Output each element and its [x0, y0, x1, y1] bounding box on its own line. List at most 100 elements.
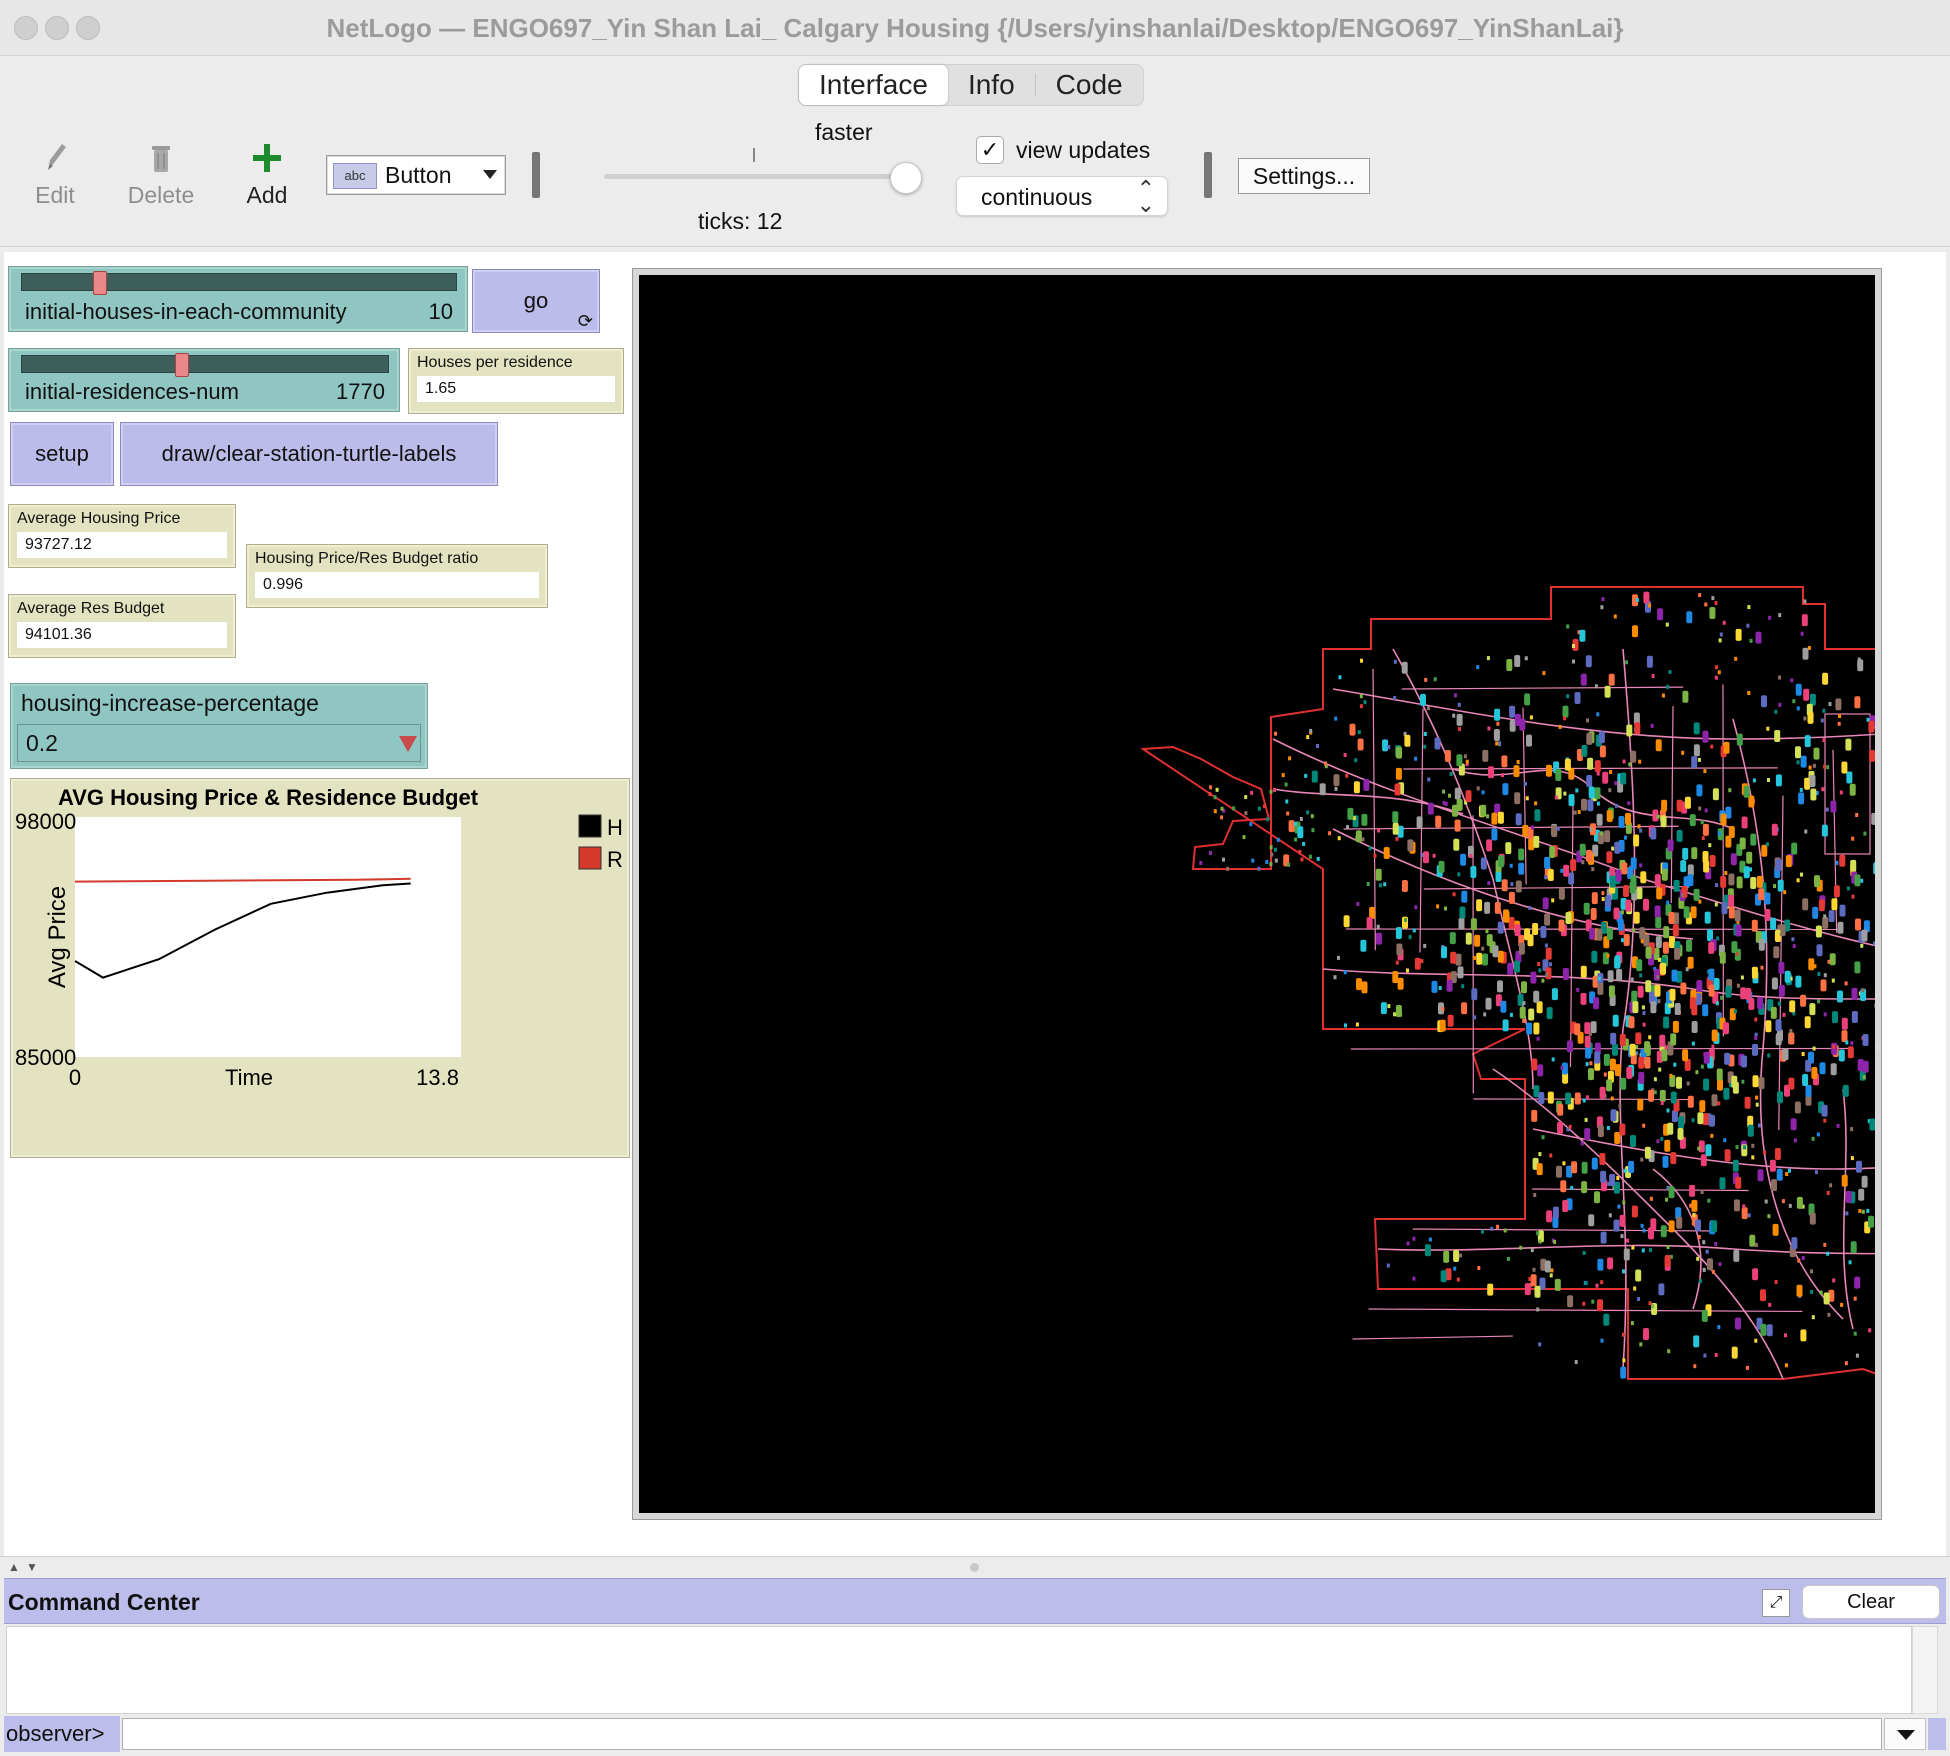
house-turtle [1537, 962, 1541, 966]
slider-thumb[interactable] [175, 353, 189, 377]
splitter-handle[interactable] [970, 1563, 979, 1572]
slider-track[interactable] [21, 273, 457, 291]
speed-slider-thumb[interactable] [890, 162, 922, 194]
residence-turtle [1558, 919, 1565, 932]
residence-turtle [1770, 917, 1777, 930]
house-turtle [1868, 1328, 1872, 1333]
house-turtle [1823, 1012, 1827, 1017]
house-turtle [1294, 837, 1298, 842]
house-turtle [1262, 804, 1266, 809]
close-window-button[interactable] [14, 16, 38, 40]
tab-interface[interactable]: Interface [799, 65, 948, 105]
delete-button[interactable]: Delete [116, 138, 206, 209]
house-turtle [1622, 759, 1626, 764]
interface-panel: initial-houses-in-each-community 10 go ⟳… [4, 252, 1946, 1556]
residence-turtle [1620, 772, 1627, 785]
residence-turtle [1654, 905, 1661, 918]
house-turtle [1591, 1299, 1595, 1304]
house-turtle [1800, 872, 1803, 877]
go-button[interactable]: go ⟳ [472, 269, 600, 333]
speed-slider-track[interactable] [604, 174, 904, 179]
residence-turtle [1502, 783, 1509, 796]
residence-turtle [1544, 856, 1551, 869]
house-turtle [1790, 678, 1794, 683]
widget-type-select[interactable]: abc Button [326, 155, 506, 195]
world-view[interactable] [639, 275, 1875, 1513]
house-turtle [1562, 1161, 1566, 1166]
settings-button[interactable]: Settings... [1238, 158, 1370, 194]
chooser-value[interactable]: 0.2 [17, 724, 421, 762]
triangle-down-icon[interactable]: ▼ [26, 1560, 38, 1574]
residence-turtle [1788, 1077, 1795, 1090]
residence-turtle [1600, 1231, 1607, 1244]
house-turtle [1566, 1127, 1570, 1132]
residence-turtle [1689, 1184, 1696, 1197]
clear-button[interactable]: Clear [1802, 1585, 1940, 1619]
draw-clear-labels-button[interactable]: draw/clear-station-turtle-labels [120, 422, 498, 486]
road-line [1619, 648, 1636, 1370]
residence-turtle [1672, 924, 1679, 937]
house-turtle [1607, 1181, 1611, 1186]
slider-thumb[interactable] [93, 271, 107, 295]
house-turtle [1507, 1256, 1510, 1261]
window-title: NetLogo — ENGO697_Yin Shan Lai_ Calgary … [326, 13, 1624, 43]
slider-track[interactable] [21, 355, 389, 373]
residence-turtle [1779, 924, 1786, 937]
house-turtle [1536, 1307, 1540, 1312]
residence-turtle [1671, 1110, 1678, 1123]
command-output[interactable] [6, 1626, 1912, 1714]
residence-turtle [1697, 1112, 1704, 1125]
residence-turtle [1724, 1052, 1731, 1065]
zoom-window-button[interactable] [76, 16, 100, 40]
initial-houses-slider[interactable]: initial-houses-in-each-community 10 [8, 266, 468, 332]
house-turtle [1226, 866, 1230, 871]
map-layer [1139, 586, 1875, 1380]
command-input[interactable] [122, 1718, 1882, 1750]
house-turtle [1768, 1302, 1772, 1307]
house-turtle [1816, 1132, 1820, 1137]
residence-turtle [1847, 1046, 1854, 1059]
command-output-scrollbar[interactable] [1912, 1626, 1938, 1714]
tab-code[interactable]: Code [1055, 69, 1123, 100]
house-turtle [1639, 863, 1643, 868]
residence-turtle [1454, 787, 1461, 800]
edit-label: Edit [35, 182, 75, 208]
community-boundary [1522, 707, 1527, 885]
residence-turtle [1453, 1250, 1460, 1262]
residence-turtle [1597, 1258, 1604, 1271]
residence-turtle [1392, 822, 1399, 835]
house-turtle [1457, 872, 1461, 877]
residence-turtle [1684, 1058, 1691, 1071]
house-turtle [1523, 781, 1527, 786]
house-turtle [1698, 593, 1702, 598]
observer-prompt[interactable]: observer> [4, 1716, 120, 1752]
edit-button[interactable]: Edit [10, 138, 100, 209]
initial-residences-slider[interactable]: initial-residences-num 1770 [8, 348, 400, 412]
panel-splitter[interactable]: ▲ ▼ [0, 1556, 1950, 1576]
view-updates-checkbox[interactable]: ✓ [976, 136, 1004, 164]
residence-turtle [1482, 953, 1488, 966]
housing-increase-chooser[interactable]: housing-increase-percentage 0.2 [10, 683, 428, 769]
residence-turtle [1752, 1043, 1758, 1056]
residence-turtle [1854, 1276, 1861, 1289]
residence-turtle [1498, 855, 1505, 868]
residence-turtle [1702, 823, 1709, 836]
house-turtle [1393, 659, 1397, 664]
price-budget-plot: AVG Housing Price & Residence Budget 9800… [10, 778, 630, 1158]
setup-button[interactable]: setup [10, 422, 114, 486]
command-history-dropdown[interactable] [1884, 1718, 1926, 1750]
house-turtle [1817, 999, 1821, 1004]
triangle-up-icon[interactable]: ▲ [8, 1560, 20, 1574]
house-turtle [1745, 1365, 1749, 1370]
legend-swatch-R [578, 846, 602, 870]
add-button[interactable]: Add [222, 138, 312, 209]
residence-turtle [1653, 948, 1660, 960]
update-mode-select[interactable]: continuous ⌃ ⌄ [956, 176, 1168, 216]
house-turtle [1853, 1296, 1857, 1301]
residence-turtle [1526, 734, 1532, 747]
house-turtle [1383, 882, 1387, 887]
tab-info[interactable]: Info [967, 69, 1015, 100]
minimize-window-button[interactable] [45, 16, 69, 40]
x-axis-label: Time [225, 1065, 273, 1090]
expand-icon[interactable]: ⤢ [1762, 1589, 1790, 1617]
